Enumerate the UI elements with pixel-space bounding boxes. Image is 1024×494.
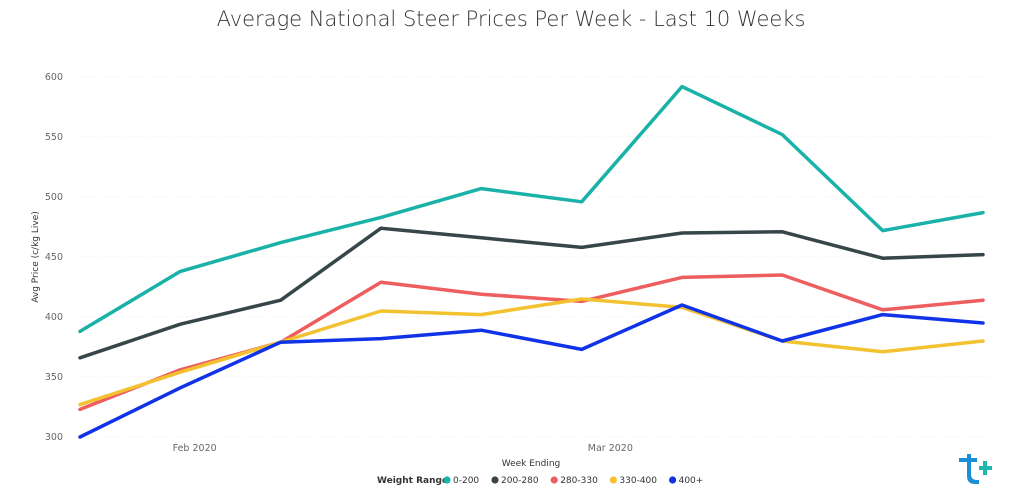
legend-marker <box>609 476 618 484</box>
legend-item-280-330[interactable]: 280-330 <box>550 476 598 486</box>
y-tick-label: 500 <box>45 192 63 203</box>
legend-item-330-400[interactable]: 330-400 <box>609 476 657 486</box>
brand-logo-icon <box>959 454 992 484</box>
legend-marker <box>669 476 677 484</box>
y-tick-label: 350 <box>45 372 63 383</box>
y-tick-label: 550 <box>45 132 63 143</box>
legend-label: 0-200 <box>453 476 479 486</box>
legend-marker <box>443 476 451 484</box>
series-line-200-280 <box>78 226 985 360</box>
legend-label: 400+ <box>679 476 704 486</box>
legend-items[interactable]: 0-200 200-280 280-330 330-400 400+ <box>443 476 703 486</box>
legend-item-200-280[interactable]: 200-280 <box>491 476 539 486</box>
series-line-280-330 <box>78 273 985 412</box>
x-axis-ticks: Feb 2020 Mar 2020 <box>173 443 633 454</box>
gridlines <box>80 76 991 438</box>
legend-item-400+[interactable]: 400+ <box>669 476 703 486</box>
x-tick-label: Mar 2020 <box>588 443 633 454</box>
legend-label: 200-280 <box>501 476 539 486</box>
series-line-330-400 <box>78 297 985 407</box>
legend-marker <box>491 476 499 484</box>
legend-label: 280-330 <box>560 476 598 486</box>
chart-title: Average National Steer Prices Per Week -… <box>217 7 806 31</box>
y-tick-label: 450 <box>45 252 63 263</box>
x-tick-label: Feb 2020 <box>173 443 217 454</box>
legend-label: 330-400 <box>619 476 657 486</box>
series-line-400+ <box>78 303 985 439</box>
series-lines <box>78 84 985 439</box>
series-line-0-200 <box>78 84 985 334</box>
y-tick-label: 300 <box>45 432 63 443</box>
legend-marker <box>550 476 558 484</box>
y-axis-ticks: 300 350 400 450 500 550 600 <box>45 72 63 443</box>
y-tick-label: 400 <box>45 312 63 323</box>
x-axis-title: Week Ending <box>502 459 561 469</box>
legend-title: Weight Range <box>377 476 448 486</box>
y-axis-title: Avg Price (c/kg Live) <box>31 211 41 303</box>
legend-item-0-200[interactable]: 0-200 <box>443 476 479 486</box>
legend[interactable]: Weight Range 0-200 200-280 280-330 330-400 4… <box>377 476 703 486</box>
y-tick-label: 600 <box>45 72 63 83</box>
